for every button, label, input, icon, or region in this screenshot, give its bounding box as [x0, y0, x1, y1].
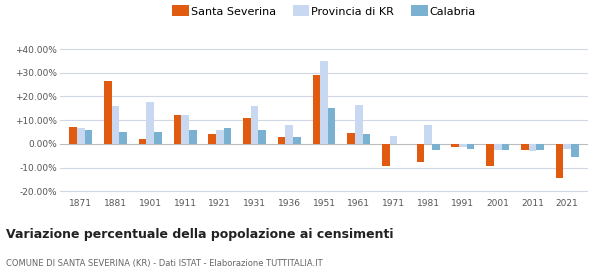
Bar	[216, 130, 224, 144]
Bar	[208, 134, 216, 144]
Bar	[154, 132, 162, 144]
Bar	[104, 81, 112, 144]
Bar	[355, 105, 362, 144]
Bar	[424, 125, 432, 144]
Bar	[467, 144, 475, 149]
Bar	[259, 130, 266, 144]
Bar	[278, 137, 286, 144]
Bar	[328, 108, 335, 144]
Bar	[571, 144, 578, 157]
Bar	[486, 144, 494, 166]
Bar	[451, 144, 459, 148]
Bar	[293, 137, 301, 144]
Bar	[502, 144, 509, 150]
Text: Variazione percentuale della popolazione ai censimenti: Variazione percentuale della popolazione…	[6, 228, 394, 241]
Bar	[382, 144, 389, 166]
Bar	[146, 102, 154, 144]
Bar	[556, 144, 563, 178]
Bar	[173, 115, 181, 144]
Bar	[320, 61, 328, 144]
Bar	[362, 134, 370, 144]
Bar	[251, 106, 259, 144]
Bar	[70, 127, 77, 144]
Bar	[286, 125, 293, 144]
Bar	[432, 144, 440, 150]
Bar	[112, 106, 119, 144]
Legend: Santa Severina, Provincia di KR, Calabria: Santa Severina, Provincia di KR, Calabri…	[167, 1, 481, 21]
Bar	[494, 144, 502, 150]
Bar	[417, 144, 424, 162]
Bar	[119, 132, 127, 144]
Text: COMUNE DI SANTA SEVERINA (KR) - Dati ISTAT - Elaborazione TUTTITALIA.IT: COMUNE DI SANTA SEVERINA (KR) - Dati IST…	[6, 259, 323, 268]
Bar	[139, 139, 146, 144]
Bar	[181, 115, 189, 144]
Bar	[313, 75, 320, 144]
Bar	[189, 130, 197, 144]
Bar	[563, 144, 571, 149]
Bar	[459, 144, 467, 148]
Bar	[529, 144, 536, 151]
Bar	[521, 144, 529, 150]
Bar	[224, 129, 231, 144]
Bar	[347, 133, 355, 144]
Bar	[536, 144, 544, 150]
Bar	[243, 118, 251, 144]
Bar	[85, 130, 92, 144]
Bar	[77, 129, 85, 144]
Bar	[389, 136, 397, 144]
